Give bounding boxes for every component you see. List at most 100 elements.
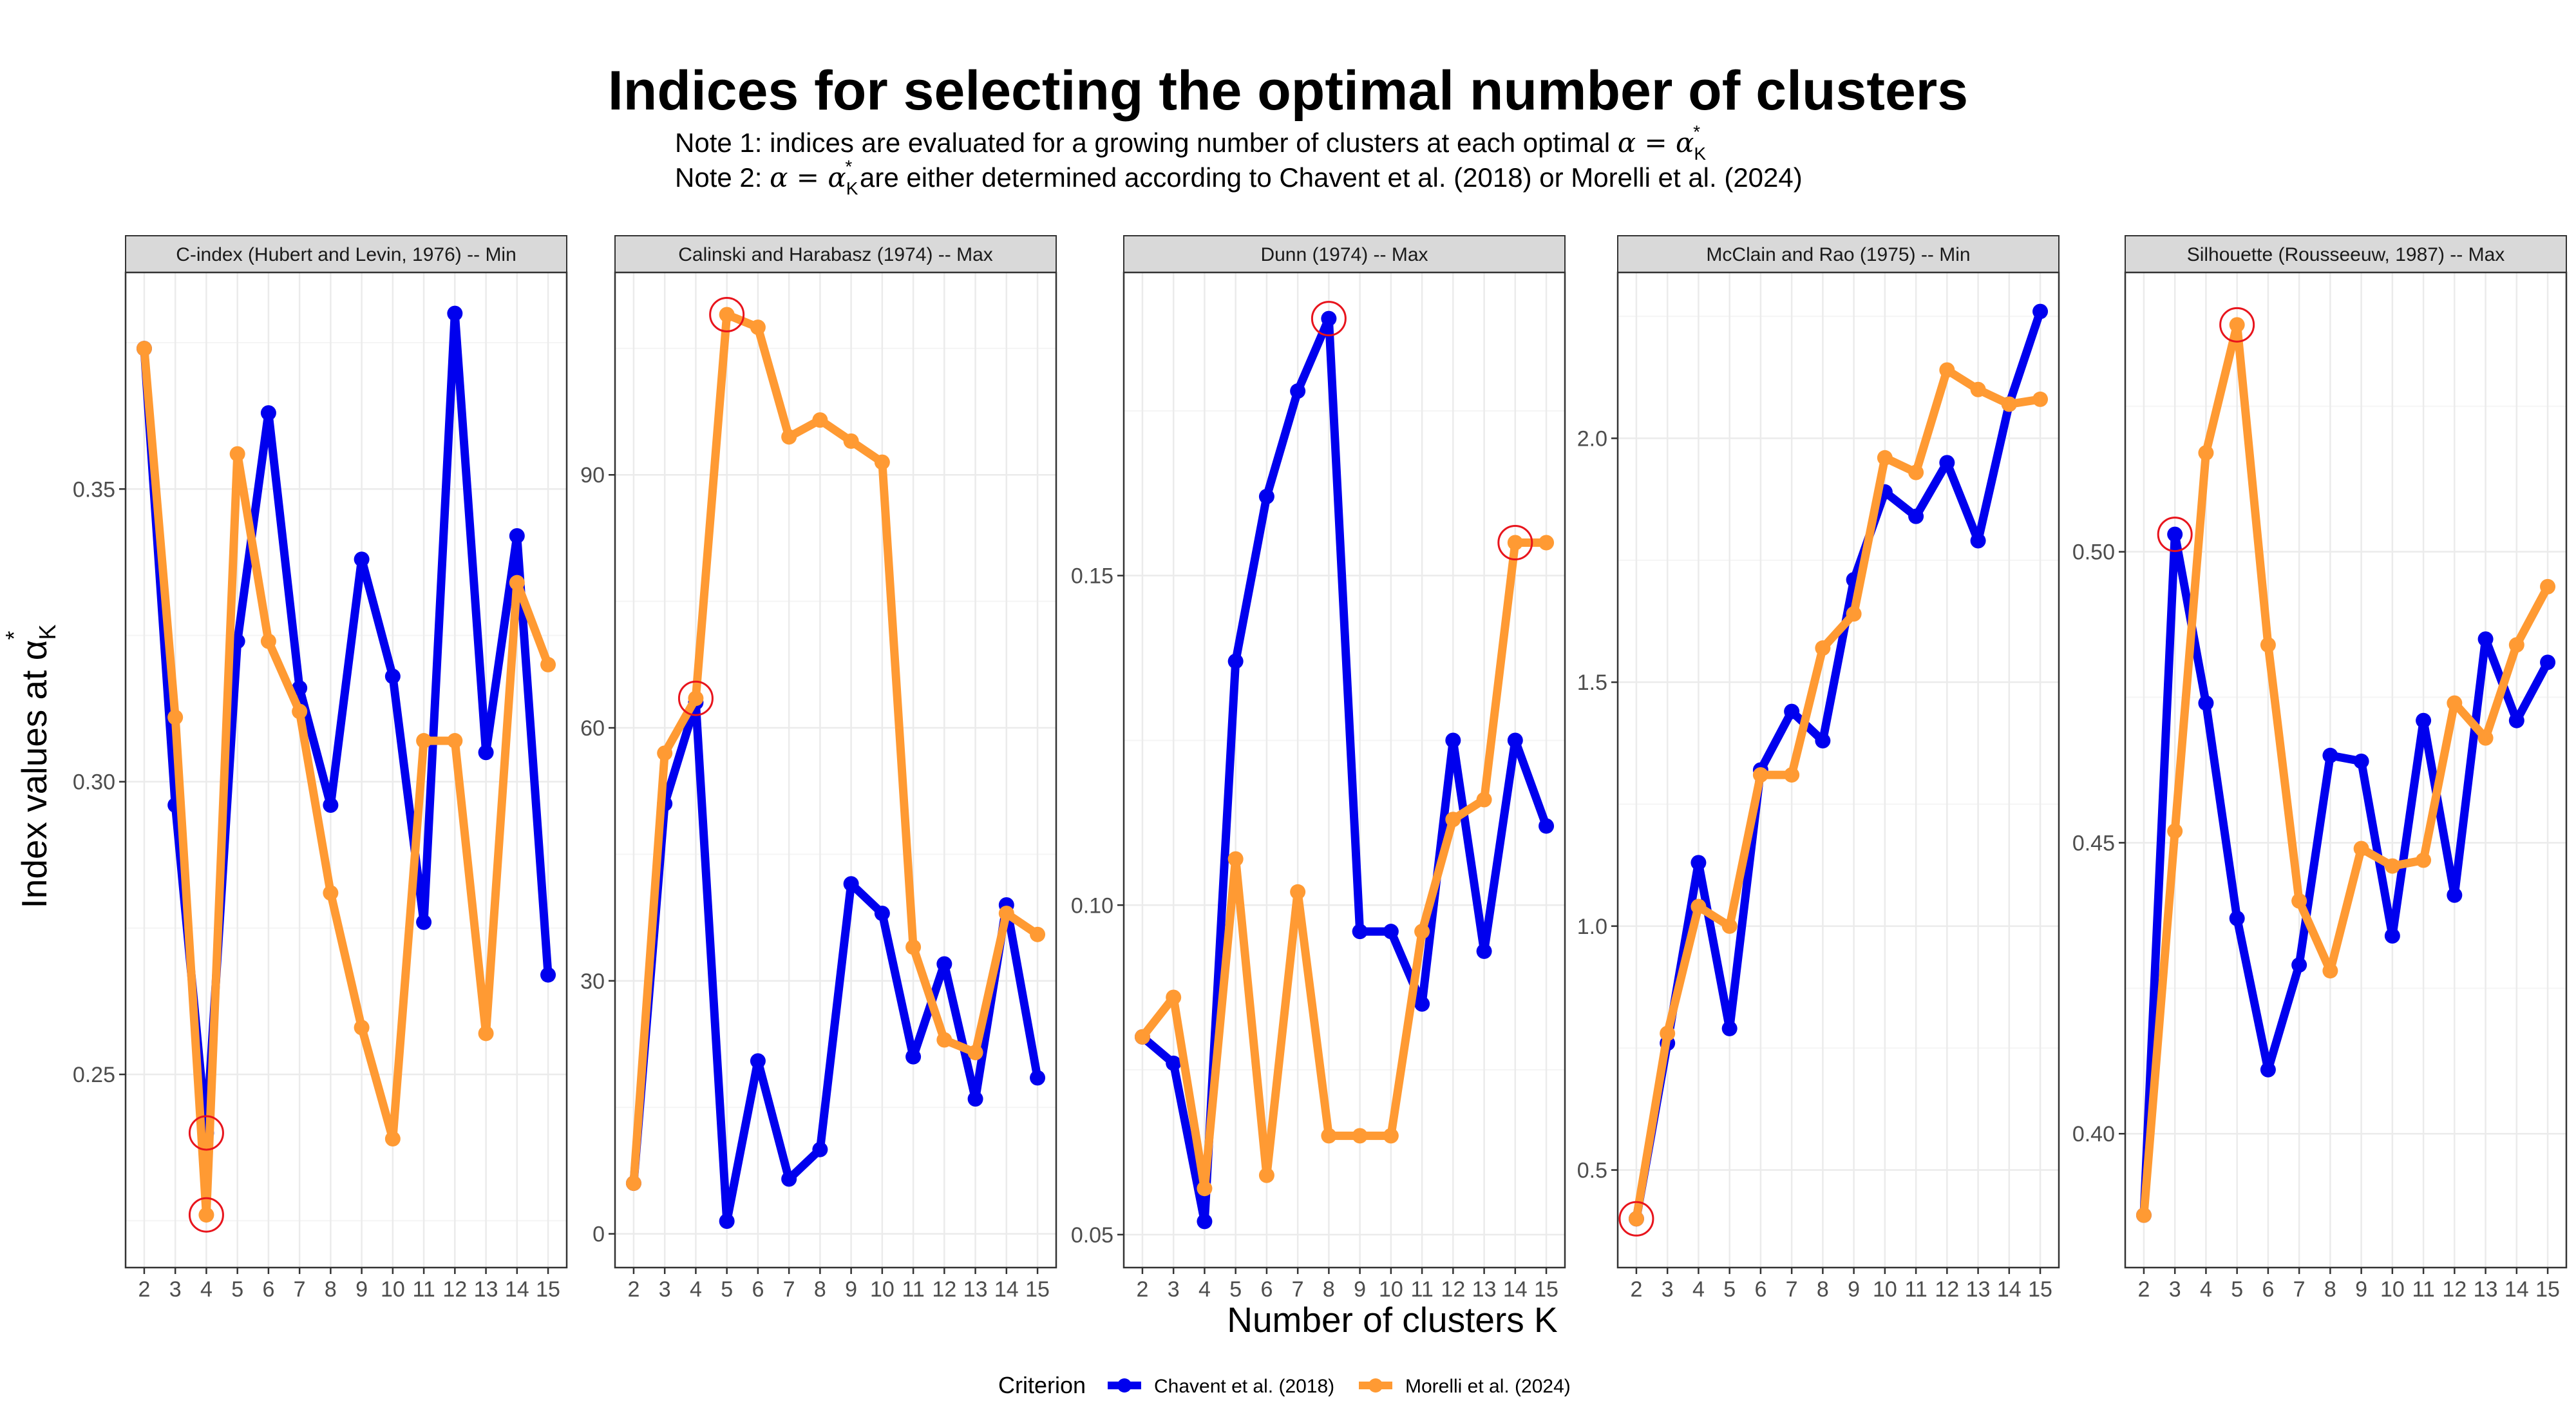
data-point-chavent bbox=[1166, 1055, 1182, 1071]
x-tick-label: 10 bbox=[1379, 1277, 1403, 1302]
data-point-chavent bbox=[260, 405, 276, 421]
optimum-highlight-circle bbox=[2157, 517, 2193, 553]
x-tick-label: 10 bbox=[381, 1277, 405, 1302]
data-point-chavent bbox=[2198, 695, 2214, 711]
facet-strip-title: McClain and Rao (1975) -- Min bbox=[1706, 244, 1970, 265]
note-2: Note 2: α = αK * are either determined ac… bbox=[675, 157, 1803, 198]
note-1: Note 1: indices are evaluated for a grow… bbox=[675, 122, 1706, 164]
optimum-highlight-circle bbox=[1497, 525, 1533, 561]
data-point-chavent bbox=[967, 1091, 983, 1107]
data-point-morelli bbox=[936, 1032, 952, 1048]
facet-strip bbox=[614, 235, 1057, 273]
note-2-text: Note 2: bbox=[675, 162, 770, 193]
legend-label-morelli: Morelli et al. (2024) bbox=[1405, 1376, 1571, 1397]
x-tick-label: 9 bbox=[1848, 1277, 1860, 1302]
data-point-morelli bbox=[2508, 637, 2524, 653]
data-point-morelli bbox=[1752, 767, 1768, 783]
data-point-chavent bbox=[540, 967, 556, 983]
panel-border bbox=[2124, 271, 2568, 1269]
data-point-chavent bbox=[478, 745, 494, 761]
data-point-morelli bbox=[1414, 924, 1430, 940]
data-point-chavent bbox=[874, 906, 890, 922]
data-point-morelli bbox=[509, 575, 525, 591]
data-point-chavent bbox=[1721, 1020, 1738, 1036]
data-point-chavent bbox=[2322, 747, 2338, 763]
x-tick-label: 5 bbox=[2231, 1277, 2243, 1302]
y-tick-label: 1.5 bbox=[1577, 670, 1607, 695]
x-tick-label: 4 bbox=[690, 1277, 702, 1302]
legend: Criterion Chavent et al. (2018) Morelli … bbox=[998, 1372, 1571, 1398]
data-point-morelli bbox=[2260, 637, 2276, 653]
data-point-morelli bbox=[540, 656, 556, 672]
data-point-chavent bbox=[843, 876, 859, 892]
data-point-chavent bbox=[1539, 818, 1555, 834]
data-point-chavent bbox=[1476, 943, 1492, 959]
x-tick-label: 8 bbox=[814, 1277, 826, 1302]
data-point-morelli bbox=[1197, 1181, 1213, 1197]
x-tick-label: 2 bbox=[1630, 1277, 1642, 1302]
x-tick-label: 14 bbox=[1503, 1277, 1528, 1302]
data-point-morelli bbox=[1628, 1211, 1644, 1227]
y-axis-title-text: Index values at α bbox=[14, 640, 54, 908]
x-tick-label: 15 bbox=[1534, 1277, 1558, 1302]
note-1-math-sub: K bbox=[1694, 144, 1706, 164]
data-point-chavent bbox=[2260, 1061, 2276, 1078]
x-tick-label: 13 bbox=[2474, 1277, 2498, 1302]
panel-background bbox=[615, 272, 1056, 1268]
data-point-morelli bbox=[812, 412, 828, 428]
data-point-chavent bbox=[750, 1053, 766, 1069]
x-tick-label: 8 bbox=[2324, 1277, 2336, 1302]
data-point-chavent bbox=[1690, 855, 1707, 871]
y-tick-label: 0.5 bbox=[1577, 1159, 1607, 1183]
x-tick-label: 7 bbox=[783, 1277, 795, 1302]
x-tick-label: 12 bbox=[1441, 1277, 1465, 1302]
y-tick-label: 0.35 bbox=[73, 477, 115, 502]
data-point-chavent bbox=[2167, 526, 2183, 542]
data-point-chavent bbox=[719, 1213, 735, 1229]
facet-panel: Silhouette (Rousseeuw, 1987) -- Max 0.40 0… bbox=[2072, 235, 2568, 1302]
x-tick-label: 11 bbox=[1410, 1277, 1433, 1302]
data-point-chavent bbox=[1352, 924, 1368, 940]
data-point-chavent bbox=[416, 914, 432, 930]
data-point-chavent bbox=[2508, 712, 2524, 728]
x-tick-label: 7 bbox=[1786, 1277, 1798, 1302]
data-point-morelli bbox=[688, 690, 704, 707]
x-tick-label: 12 bbox=[932, 1277, 956, 1302]
series-line-morelli bbox=[2139, 320, 2552, 1220]
x-tick-label: 10 bbox=[2380, 1277, 2405, 1302]
y-tick-label: 0.45 bbox=[2072, 831, 2115, 855]
optimum-highlight-circle bbox=[1311, 301, 1347, 337]
data-point-chavent bbox=[2384, 928, 2400, 944]
data-point-morelli bbox=[750, 319, 766, 336]
x-tick-label: 9 bbox=[1354, 1277, 1366, 1302]
y-axis-title-sup: * bbox=[1, 631, 27, 640]
optimum-highlight-circle bbox=[677, 680, 714, 716]
x-tick-label: 3 bbox=[169, 1277, 182, 1302]
data-point-morelli bbox=[1258, 1167, 1274, 1183]
data-point-morelli bbox=[1290, 884, 1306, 900]
data-point-chavent bbox=[812, 1141, 828, 1157]
x-tick-label: 4 bbox=[1692, 1277, 1705, 1302]
data-point-chavent bbox=[1815, 733, 1831, 749]
data-point-chavent bbox=[2477, 631, 2494, 647]
x-tick-label: 9 bbox=[845, 1277, 857, 1302]
data-point-morelli bbox=[2477, 730, 2494, 746]
data-point-morelli bbox=[719, 307, 735, 323]
x-tick-label: 14 bbox=[994, 1277, 1019, 1302]
data-point-chavent bbox=[509, 528, 525, 544]
panel-border bbox=[1616, 271, 2060, 1269]
x-tick-label: 2 bbox=[138, 1277, 150, 1302]
data-point-chavent bbox=[1908, 508, 1924, 524]
x-tick-label: 5 bbox=[721, 1277, 733, 1302]
data-point-chavent bbox=[1258, 488, 1274, 504]
x-tick-label: 15 bbox=[536, 1277, 560, 1302]
x-tick-label: 11 bbox=[902, 1277, 924, 1302]
y-tick-label: 0.25 bbox=[73, 1063, 115, 1087]
facet-panels: C-index (Hubert and Levin, 1976) -- Min 0… bbox=[73, 235, 2568, 1302]
legend-point-chavent bbox=[1117, 1378, 1132, 1393]
facet-panel: Dunn (1974) -- Max 0.05 0.10 0.15 2 3 4 5 6 7 8 9 10… bbox=[1071, 235, 1566, 1302]
x-tick-label: 13 bbox=[474, 1277, 498, 1302]
facet-strip-title: Calinski and Harabasz (1974) -- Max bbox=[678, 244, 993, 265]
data-point-chavent bbox=[1321, 310, 1337, 327]
x-tick-label: 9 bbox=[2355, 1277, 2367, 1302]
